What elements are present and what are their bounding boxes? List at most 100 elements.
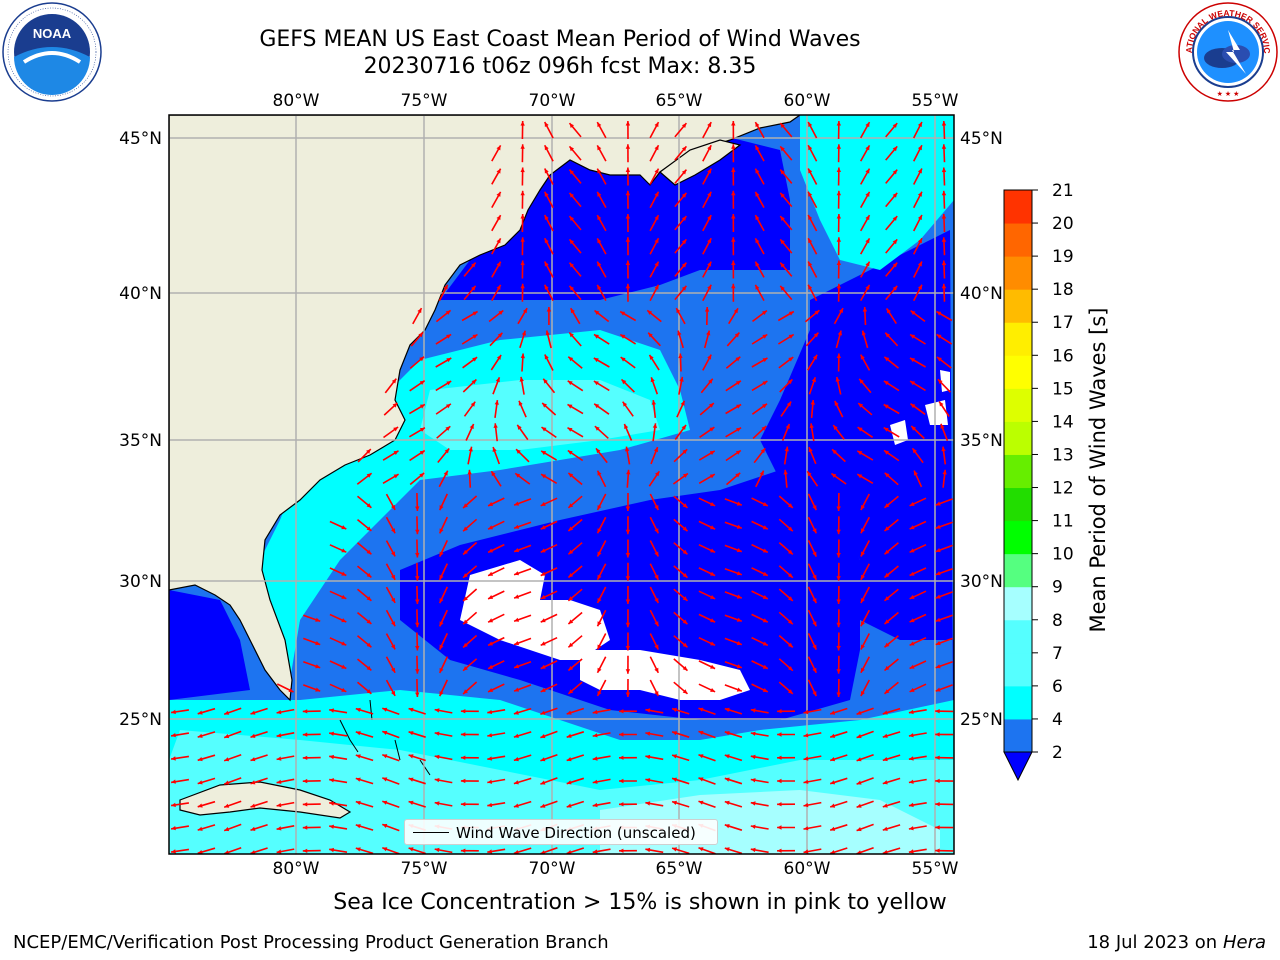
wave-arrow-head	[710, 664, 716, 669]
wave-arrow-head	[341, 548, 347, 553]
wave-arrow-head	[860, 505, 865, 510]
wave-arrow-head	[624, 424, 629, 429]
wave-arrow-head	[735, 450, 741, 455]
wave-arrow-head	[836, 190, 841, 196]
wave-arrow-head	[434, 731, 440, 736]
wave-arrow-head	[594, 403, 600, 409]
wave-arrow-head	[625, 283, 631, 289]
colorbar-tick-label: 10	[1052, 545, 1074, 565]
wave-arrow-head	[731, 167, 736, 172]
wave-arrow-head	[487, 779, 493, 784]
wave-arrow-head	[625, 260, 631, 265]
wave-arrow-head	[446, 381, 452, 386]
wave-arrow-head	[857, 474, 863, 479]
wave-arrow-head	[568, 619, 574, 624]
wave-arrow-head	[831, 473, 837, 478]
wave-arrow-head	[471, 262, 476, 268]
wave-arrow-head	[788, 596, 793, 601]
wave-arrow-head	[710, 502, 716, 506]
wave-arrow-head	[682, 573, 688, 578]
wave-arrow-head	[755, 145, 760, 151]
wave-arrow-head	[935, 501, 941, 506]
wave-arrow-head	[445, 310, 451, 315]
wave-arrow-head	[885, 332, 890, 338]
wave-arrow-head	[706, 330, 711, 336]
wave-arrow-head	[803, 756, 809, 761]
wave-arrow-head	[836, 121, 841, 126]
wave-arrow-head	[597, 238, 602, 244]
wave-arrow-head	[415, 576, 420, 581]
wave-arrow-head	[625, 576, 631, 581]
wave-arrow-head	[463, 619, 468, 625]
wave-arrow-head	[592, 733, 598, 738]
wave-arrow-head	[645, 731, 651, 736]
wave-arrow-head	[366, 642, 372, 648]
wave-arrow-head	[250, 826, 256, 831]
wave-arrow-head	[654, 284, 659, 290]
wave-arrow-head	[811, 377, 816, 383]
wave-arrow-head	[625, 144, 631, 149]
wave-arrow-head	[513, 803, 519, 808]
wave-arrow-head	[568, 573, 574, 578]
wave-arrow-head	[724, 800, 730, 805]
wave-arrow-head	[654, 667, 659, 673]
wave-arrow-head	[788, 503, 793, 508]
wave-arrow-head	[682, 689, 688, 694]
wave-arrow-head	[679, 376, 684, 382]
wave-arrow-head	[492, 447, 497, 452]
wave-arrow-head	[808, 447, 813, 453]
wave-arrow-head	[540, 548, 546, 553]
wave-arrow-head	[355, 800, 361, 805]
wave-arrow-head	[496, 191, 501, 197]
wave-arrow-head	[909, 548, 915, 553]
wave-arrow-head	[680, 400, 685, 406]
wave-arrow-head	[625, 622, 631, 628]
wave-arrow-head	[171, 733, 176, 738]
wave-arrow-head	[812, 691, 817, 697]
wave-arrow-head	[935, 755, 940, 760]
wave-arrow-head	[415, 552, 420, 558]
wave-arrow-head	[788, 311, 794, 316]
wave-arrow-head	[677, 330, 682, 336]
wave-arrow-head	[625, 529, 631, 535]
lat-label-left: 45°N	[119, 129, 162, 149]
wave-arrow-head	[415, 669, 420, 674]
land-bahamas	[339, 699, 431, 776]
wave-arrow-head	[892, 285, 898, 291]
lat-label-left: 25°N	[119, 710, 162, 730]
wave-arrow-head	[780, 169, 785, 175]
wave-arrow-head	[909, 618, 915, 623]
wave-arrow-head	[736, 427, 742, 432]
colorbar-tick-label: 9	[1052, 578, 1063, 598]
wave-arrow-head	[418, 332, 423, 338]
wave-arrow-head	[788, 619, 793, 625]
wave-arrow-head	[597, 145, 602, 151]
wave-arrow-head	[780, 262, 785, 268]
wave-arrow-head	[940, 423, 945, 429]
wave-arrow-head	[619, 802, 624, 807]
wave-arrow-head	[808, 215, 813, 220]
wave-arrow-head	[908, 779, 914, 784]
lon-labels-bottom: 80°W 75°W 70°W 65°W 60°W 55°W	[273, 859, 959, 879]
wave-arrow-head	[909, 641, 915, 646]
wave-arrow-head	[777, 709, 782, 714]
wave-arrow-head	[445, 426, 451, 431]
wave-arrow-head	[496, 145, 501, 151]
wave-arrow-head	[276, 710, 282, 715]
wave-arrow-head	[569, 123, 574, 128]
wave-arrow-head	[487, 709, 493, 715]
colorbar-segment	[1004, 223, 1032, 257]
wave-arrow-head	[625, 646, 631, 651]
wave-arrow-head	[341, 571, 347, 576]
wave-arrow-head	[488, 618, 494, 623]
wave-arrow-head	[597, 261, 602, 267]
wave-arrow-head	[777, 802, 782, 807]
wave-arrow-head	[355, 731, 361, 736]
wave-arrow-head	[935, 664, 941, 669]
nodata-patch-1	[460, 560, 610, 660]
wave-arrow-head	[912, 448, 917, 454]
wave-arrow-head	[892, 146, 898, 152]
wave-arrow-head	[513, 850, 519, 854]
wave-arrow-head	[541, 474, 547, 479]
